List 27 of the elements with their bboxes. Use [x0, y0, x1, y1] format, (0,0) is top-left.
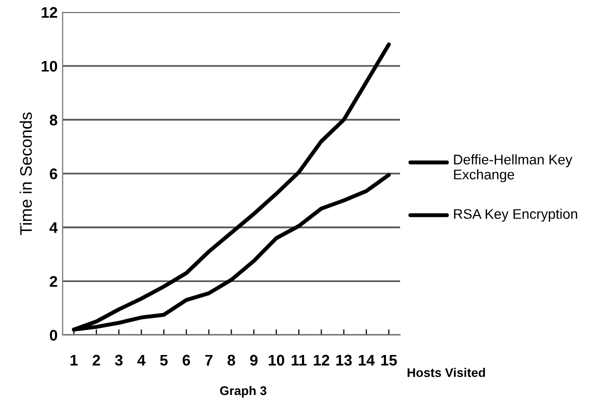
x-tick-label: 1	[70, 354, 78, 366]
y-tick-label: 12	[42, 7, 58, 18]
y-tick-label: 4	[50, 222, 58, 233]
x-tick-label: 11	[292, 354, 306, 366]
y-tick-label: 10	[42, 60, 58, 72]
y-tick-label: 6	[50, 168, 58, 180]
y-tick-label: 0	[50, 330, 58, 341]
y-tick-label: 8	[50, 114, 58, 126]
x-tick-label: 6	[182, 354, 190, 366]
x-tick-label: 4	[137, 354, 146, 366]
y-tick-label: 2	[50, 276, 58, 287]
x-tick-label: 3	[114, 354, 123, 366]
y-axis-title: Time in Seconds	[20, 112, 32, 235]
x-tick-label: 10	[268, 354, 284, 366]
x-axis-title: Hosts Visited	[408, 368, 485, 378]
x-tick-label: 5	[160, 354, 168, 366]
x-tick-label: 8	[228, 354, 236, 366]
x-tick-label: 2	[92, 354, 100, 366]
x-tick-label: 12	[314, 354, 330, 366]
legend-label: RSA Key Encryption	[454, 208, 578, 222]
text: Graph 3	[220, 386, 266, 398]
x-tick-label: 13	[336, 354, 352, 366]
x-tick-label: 14	[358, 354, 375, 366]
legend-label: Deffie-Hellman Key Exchange	[454, 154, 572, 182]
x-tick-label: 7	[205, 354, 212, 366]
x-tick-label: 9	[250, 354, 258, 366]
x-tick-label: 15	[381, 354, 397, 366]
